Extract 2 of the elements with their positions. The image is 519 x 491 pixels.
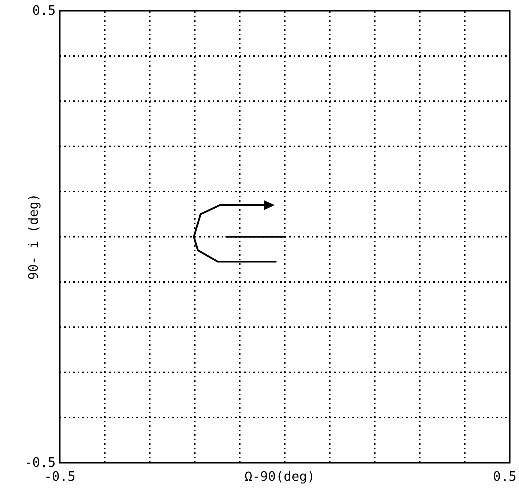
x-axis-title: Ω-90(deg)	[244, 470, 316, 485]
y-axis-title: 90- i (deg)	[27, 194, 42, 280]
